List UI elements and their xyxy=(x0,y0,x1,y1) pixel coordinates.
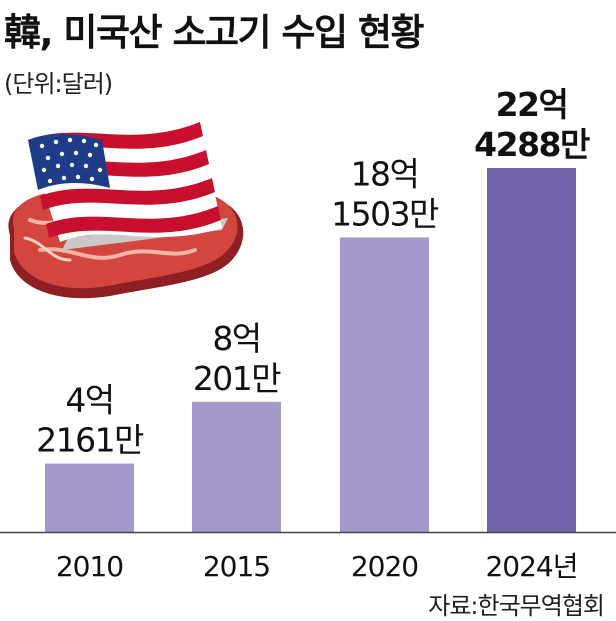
x-tick-label-2010: 2010 xyxy=(56,550,123,583)
chart-title: 韓, 미국산 소고기 수입 현황 xyxy=(4,11,424,54)
value-label-2015-line1: 8억 xyxy=(212,319,260,358)
value-label-2024년-line2: 4288만 xyxy=(474,125,590,164)
x-tick-label-2024년: 2024년 xyxy=(485,550,577,583)
value-label-2015-line2: 201만 xyxy=(193,359,281,398)
bar-2015 xyxy=(192,401,281,532)
value-label-2010-line2: 2161만 xyxy=(36,421,144,460)
x-tick-label-2020: 2020 xyxy=(351,550,418,583)
source-label: 자료:한국무역협회 xyxy=(428,592,605,620)
value-label-2020-line1: 18억 xyxy=(351,154,419,193)
bar-2020 xyxy=(340,237,429,533)
x-tick-label-2015: 2015 xyxy=(203,550,270,583)
bar-2024년 xyxy=(487,168,576,532)
value-label-2020-line2: 1503만 xyxy=(331,194,439,233)
us-flag-on-beef-steak-icon xyxy=(8,122,244,299)
bar-2010 xyxy=(45,463,134,532)
value-label-2024년-line1: 22억 xyxy=(496,85,568,124)
unit-label: (단위:달러) xyxy=(4,70,113,98)
value-label-2010-line1: 4억 xyxy=(65,381,113,420)
